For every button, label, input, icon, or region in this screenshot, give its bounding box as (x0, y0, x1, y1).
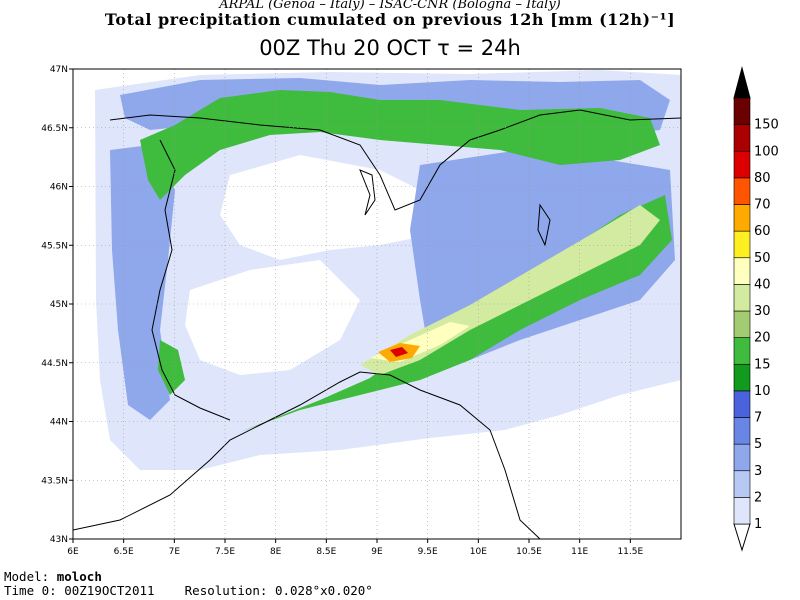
lon-tick-label: 10E (470, 547, 487, 557)
legend-level-label: 3 (754, 464, 762, 479)
legend-level-label: 15 (754, 357, 771, 372)
legend-swatch (733, 497, 751, 525)
legend-level-label: 30 (754, 304, 771, 319)
legend-level-label: 100 (754, 144, 779, 159)
lon-tick-label: 6E (67, 547, 79, 557)
lat-tick-label: 47N (50, 65, 68, 75)
lon-tick-label: 11.5E (617, 547, 643, 557)
legend-swatch (733, 284, 751, 312)
border-france-italy (151, 139, 231, 421)
time-value: 00Z19OCT2011 (64, 583, 155, 598)
legend-swatch (733, 337, 751, 365)
precip-dry-zone-2 (220, 155, 440, 260)
precip-area-green-alps (140, 90, 660, 200)
legend-level-label: 20 (754, 331, 771, 346)
legend-swatch (733, 97, 751, 125)
lat-tick-label: 44N (50, 418, 68, 428)
legend-level-label: 2 (754, 490, 762, 505)
legend-under-arrow (733, 523, 751, 552)
map-grid (73, 69, 681, 539)
legend-swatch (733, 443, 751, 472)
lon-axis: 6E 6.5E 7E 7.5E 8E 8.5E 9E 9.5E 10E 10.5E 11E 11.5E (67, 539, 644, 557)
lon-tick-label: 8.5E (316, 547, 336, 557)
legend-swatch (733, 124, 751, 152)
precip-max-red (390, 347, 408, 357)
lake-como (359, 169, 376, 216)
model-value: moloch (56, 569, 102, 584)
lat-tick-label: 44.5N (41, 359, 68, 369)
legend-swatch (733, 257, 751, 285)
lat-tick-label: 43N (50, 535, 68, 545)
lon-tick-label: 7.5E (215, 547, 235, 557)
lat-tick-label: 45N (50, 300, 68, 310)
legend-level-label: 10 (754, 384, 771, 399)
color-legend: 1 2 3 5 7 10 15 20 30 40 50 60 70 80 100 150 (733, 66, 779, 552)
model-label: Model: (4, 569, 50, 584)
legend-swatch (733, 310, 751, 338)
legend-swatch (733, 363, 751, 392)
legend-swatch (733, 150, 751, 179)
border-austria (499, 109, 681, 131)
time-label: Time 0: (4, 583, 57, 598)
precip-area-blue-west (110, 145, 175, 420)
lon-tick-label: 9.5E (418, 547, 438, 557)
lon-tick-label: 11E (571, 547, 588, 557)
legend-over-arrow (733, 66, 751, 99)
lat-tick-label: 43.5N (41, 476, 68, 486)
precip-area-green-west (158, 340, 185, 395)
lon-tick-label: 6.5E (114, 547, 134, 557)
legend-level-label: 40 (754, 277, 771, 292)
legend-swatch (733, 390, 751, 418)
coastlines-borders (73, 109, 681, 539)
precip-dry-zone (185, 260, 360, 375)
legend-level-label: 50 (754, 251, 771, 266)
legend-level-label: 7 (754, 411, 762, 426)
legend-level-label: 60 (754, 224, 771, 239)
legend-swatch (733, 417, 751, 445)
coastline-ligurian (73, 371, 541, 539)
lat-axis: 43N 43.5N 44N 44.5N 45N 45.5N 46N 46.5N 47N (41, 65, 73, 545)
map-subtitle: 00Z Thu 20 OCT τ = 24h (259, 36, 521, 60)
lon-tick-label: 10.5E (516, 547, 542, 557)
credits-text: ARPAL (Genoa – Italy) – ISAC-CNR (Bologn… (219, 0, 561, 12)
legend-level-label: 1 (754, 517, 762, 532)
legend-level-label: 5 (754, 437, 762, 452)
lat-tick-label: 46N (50, 183, 68, 193)
lon-tick-label: 7E (169, 547, 181, 557)
legend-swatch (733, 204, 751, 232)
resolution-label: Resolution: (184, 583, 268, 598)
legend-level-label: 80 (754, 171, 771, 186)
legend-level-label: 70 (754, 198, 771, 213)
resolution-value: 0.028°x0.020° (274, 583, 373, 598)
legend-swatch (733, 177, 751, 205)
border-switzerland (109, 114, 501, 211)
lat-tick-label: 45.5N (41, 241, 68, 251)
lon-tick-label: 8E (270, 547, 282, 557)
footer-info: Model: moloch Time 0: 00Z19OCT2011 Resol… (4, 570, 373, 598)
legend-level-label: 150 (754, 118, 779, 133)
lat-tick-label: 46.5N (41, 124, 68, 134)
map-title: Total precipitation cumulated on previou… (104, 10, 676, 29)
legend-swatch (733, 230, 751, 259)
legend-swatch (733, 470, 751, 498)
precipitation-field (95, 70, 681, 470)
lon-tick-label: 9E (371, 547, 383, 557)
